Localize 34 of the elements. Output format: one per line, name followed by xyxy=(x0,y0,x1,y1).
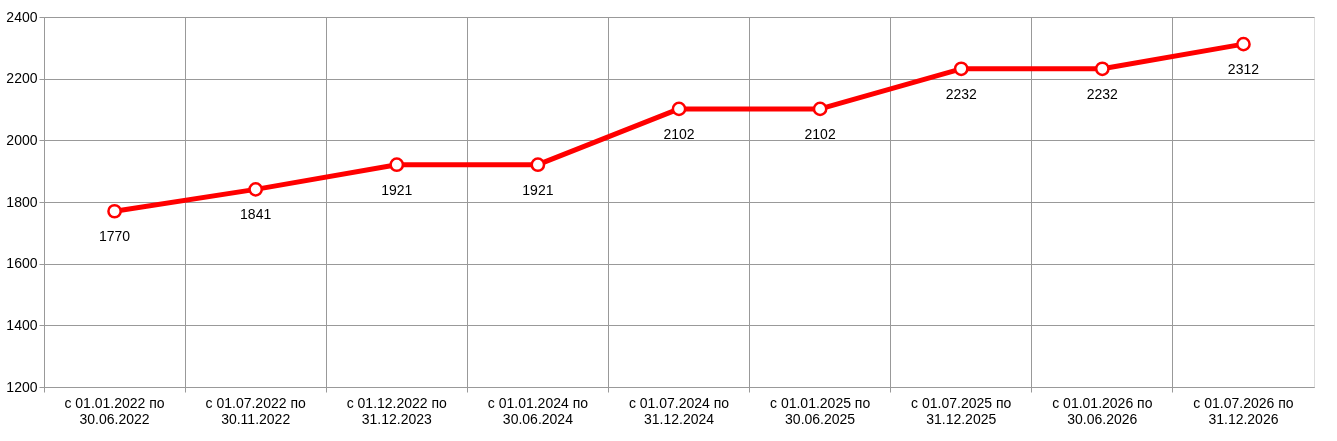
data-label: 1770 xyxy=(98,228,131,245)
y-tick-label: 2000 xyxy=(6,131,38,148)
x-tick-label: с 01.01.2026 по 30.06.2026 xyxy=(1052,394,1153,427)
point xyxy=(953,61,969,77)
x-tick-label: с 01.07.2025 по 31.12.2025 xyxy=(911,394,1012,427)
data-label: 1841 xyxy=(240,206,272,223)
y-tick-label: 2400 xyxy=(6,8,38,25)
point xyxy=(389,157,405,173)
data-label: 2312 xyxy=(1227,61,1260,78)
point xyxy=(530,157,546,173)
y-tick-label: 1400 xyxy=(6,316,38,333)
point xyxy=(248,182,264,197)
point xyxy=(671,101,687,117)
y-tick-label: 1800 xyxy=(6,193,38,210)
data-label: 2102 xyxy=(804,125,836,142)
y-tick-label: 1200 xyxy=(6,378,38,395)
x-tick-label: с 01.07.2022 по 30.11.2022 xyxy=(205,394,306,427)
y-tick-label: 1600 xyxy=(6,255,38,272)
point xyxy=(1236,36,1251,52)
y-tick-label: 2200 xyxy=(6,70,38,87)
x-tick-label: с 01.01.2024 по 30.06.2024 xyxy=(487,394,589,427)
data-label: 2232 xyxy=(945,85,977,102)
data-label: 2232 xyxy=(1086,85,1119,102)
x-tick-label: с 01.07.2024 по 31.12.2024 xyxy=(628,394,730,427)
x-tick-label: с 01.12.2022 по 31.12.2023 xyxy=(346,394,448,427)
point xyxy=(1094,61,1110,77)
x-tick-label: с 01.01.2022 по 30.06.2022 xyxy=(64,394,165,427)
data-label: 1921 xyxy=(522,181,554,198)
data-label: 2102 xyxy=(663,125,695,142)
point xyxy=(107,203,122,219)
x-tick-label: с 01.07.2026 по 31.12.2026 xyxy=(1193,394,1294,427)
data-label: 1921 xyxy=(381,181,413,198)
x-tick-label: с 01.01.2025 по 30.06.2025 xyxy=(770,394,871,427)
point xyxy=(812,101,828,117)
